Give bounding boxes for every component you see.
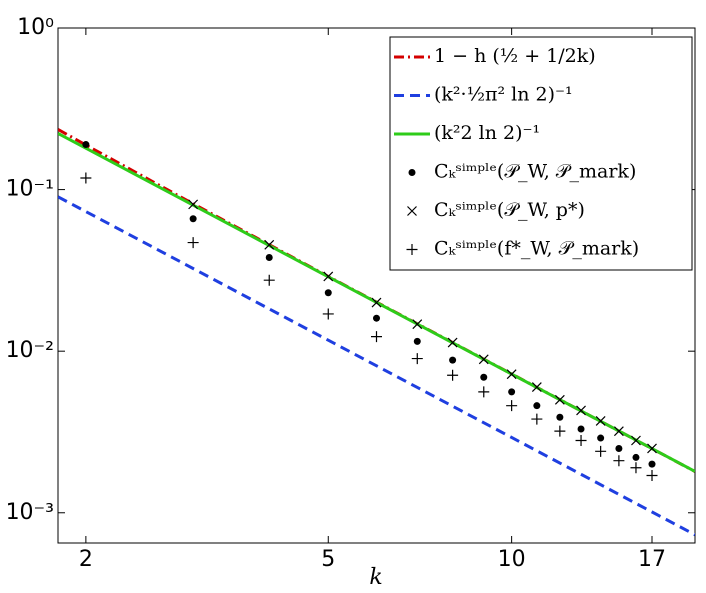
legend-label: Cₖˢⁱᵐᵖˡᵉ(𝒫_W, p*) [434, 199, 585, 221]
point [322, 308, 334, 320]
legend-label: 1 − h (½ + 1/2k) [434, 45, 596, 67]
point [556, 413, 564, 421]
legend-label: (k²2 ln 2)⁻¹ [434, 122, 540, 144]
point [188, 199, 199, 210]
point [265, 253, 273, 261]
point [187, 237, 199, 249]
point [576, 405, 586, 416]
point [407, 206, 417, 216]
x-tick-label: 17 [638, 547, 666, 572]
point [411, 353, 423, 365]
point [264, 239, 275, 250]
point [613, 426, 624, 437]
point [648, 460, 656, 468]
point [554, 425, 566, 437]
point [480, 373, 488, 381]
point [554, 394, 565, 405]
x-tick-label: 2 [79, 547, 93, 572]
x-tick-label: 10 [498, 547, 526, 572]
point [646, 470, 658, 482]
point [323, 271, 334, 282]
point [478, 386, 490, 398]
point [324, 289, 332, 297]
point [408, 169, 416, 176]
point [575, 435, 587, 447]
y-tick-label: 10⁰ [17, 15, 54, 40]
point [80, 172, 92, 184]
point [478, 354, 489, 365]
point [413, 337, 421, 345]
point [447, 369, 459, 381]
point [531, 382, 542, 392]
point [595, 416, 606, 426]
y-tick-label: 10⁻¹ [6, 177, 54, 202]
point [577, 425, 585, 433]
point [412, 319, 423, 330]
point [449, 356, 457, 364]
series-layer [58, 128, 695, 537]
point [82, 141, 90, 149]
point [531, 413, 543, 425]
point [595, 445, 607, 457]
point [630, 462, 642, 474]
point [647, 443, 657, 454]
point [508, 388, 516, 396]
legend-label: Cₖˢⁱᵐᵖˡᵉ(𝒫_W, 𝒫_mark) [434, 161, 636, 183]
legend-label: Cₖˢⁱᵐᵖˡᵉ(f*_W, 𝒫_mark) [434, 238, 639, 260]
x-axis-label: k [369, 565, 382, 590]
point [371, 331, 382, 343]
line [58, 195, 695, 537]
legend-box [389, 36, 693, 271]
y-tick-label: 10⁻³ [6, 500, 54, 525]
point [263, 274, 275, 286]
legend-label: (k²·½π² ln 2)⁻¹ [434, 84, 573, 106]
point [506, 400, 518, 412]
point [615, 444, 623, 452]
y-tick-label: 10⁻² [6, 338, 54, 363]
point [533, 402, 541, 410]
point [189, 215, 197, 223]
point [506, 369, 517, 380]
point [371, 297, 382, 308]
point [373, 314, 380, 322]
point [406, 244, 418, 255]
point [632, 453, 640, 461]
point [613, 455, 625, 467]
point [597, 434, 605, 442]
point [631, 435, 641, 446]
x-tick-label: 5 [321, 547, 335, 572]
point [447, 337, 458, 348]
